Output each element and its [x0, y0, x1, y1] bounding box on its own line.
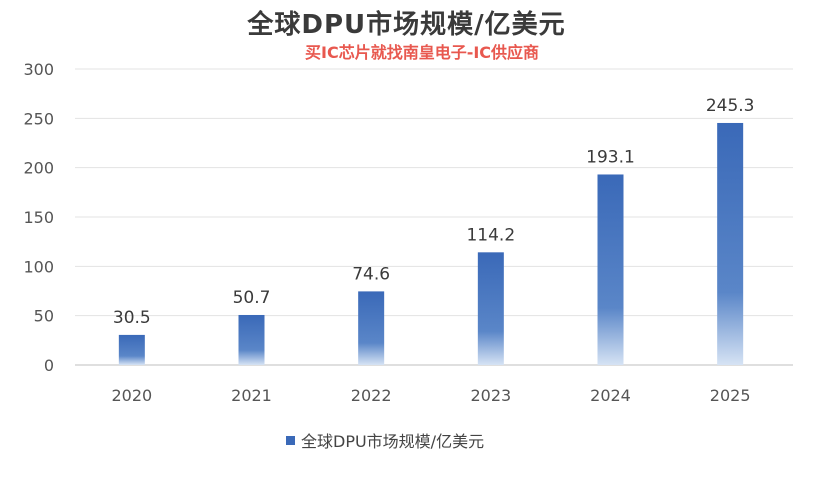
y-tick-label: 50 [34, 307, 54, 326]
y-tick-label: 200 [23, 159, 54, 178]
legend: 全球DPU市场规模/亿美元 [286, 428, 484, 452]
legend-swatch [286, 435, 295, 445]
x-tick-label-2023: 2023 [470, 386, 511, 405]
data-label-2023: 114.2 [466, 225, 515, 245]
x-tick-label-2020: 2020 [111, 386, 152, 405]
y-tick-label: 300 [23, 60, 54, 79]
x-axis-ticks: 2020 2021 2022 2023 2024 2025 [111, 386, 750, 405]
y-tick-label: 100 [23, 257, 54, 276]
data-label-2020: 30.5 [113, 308, 151, 328]
bar-2024 [597, 174, 624, 365]
legend-label: 全球DPU市场规模/亿美元 [301, 432, 485, 451]
watermark-text: 买IC芯片就找南皇电子-IC供应商 [305, 43, 540, 62]
y-axis-ticks: 0 50 100 150 200 250 300 [23, 60, 54, 375]
data-label-2024: 193.1 [586, 147, 635, 167]
bars [118, 122, 744, 365]
data-label-2025: 245.3 [706, 96, 755, 116]
bar-2020 [118, 334, 145, 365]
data-labels: 30.5 50.7 74.6 114.2 193.1 245.3 [113, 96, 755, 328]
chart-title: 全球DPU市场规模/亿美元 [247, 10, 566, 40]
y-tick-label: 250 [23, 109, 54, 128]
x-tick-label-2025: 2025 [710, 386, 751, 405]
gridlines [75, 68, 793, 366]
bar-2025 [717, 122, 744, 365]
y-tick-label: 0 [44, 356, 54, 375]
bar-2022 [358, 291, 385, 365]
bar-2023 [477, 252, 504, 365]
data-label-2022: 74.6 [352, 264, 390, 284]
x-tick-label-2021: 2021 [231, 386, 272, 405]
x-tick-label-2024: 2024 [590, 386, 631, 405]
x-tick-label-2022: 2022 [351, 386, 392, 405]
bar-2021 [238, 314, 265, 365]
y-tick-label: 150 [23, 208, 54, 227]
data-label-2021: 50.7 [233, 288, 271, 308]
